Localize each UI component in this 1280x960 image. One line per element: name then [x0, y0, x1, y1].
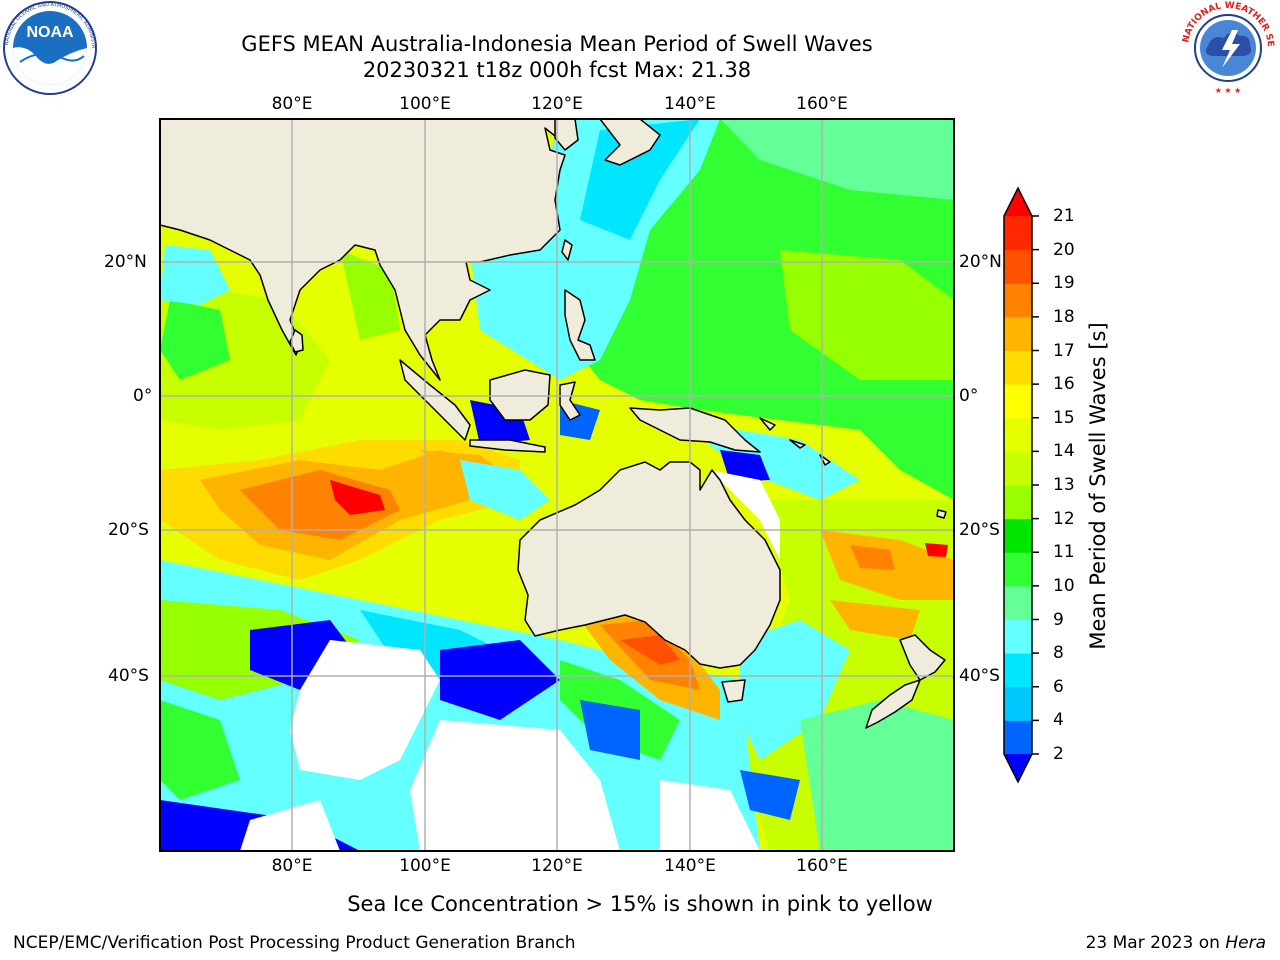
colorbar-tick-label: 18	[1053, 306, 1075, 327]
colorbar-tick-label: 19	[1053, 273, 1075, 294]
lon-tick-top-120e: 120°E	[531, 94, 583, 114]
lon-tick-bottom-100e: 100°E	[399, 856, 451, 876]
australia	[517, 461, 781, 669]
colorbar-segment	[1004, 585, 1032, 620]
lon-tick-bottom-160e: 160°E	[796, 856, 848, 876]
colorbar-extend-min	[1004, 754, 1032, 782]
footer-organization: NCEP/EMC/Verification Post Processing Pr…	[13, 933, 576, 953]
map-frame	[159, 118, 955, 852]
new-zealand-south	[865, 679, 921, 729]
colorbar-segment	[1004, 686, 1032, 721]
japan	[599, 118, 661, 166]
lat-tick-right-0: 0°	[959, 386, 979, 406]
colorbar-extend-max	[1004, 188, 1032, 216]
new-guinea	[629, 407, 761, 453]
colorbar-tick-label: 16	[1053, 374, 1075, 395]
colorbar-label: Mean Period of Swell Waves [s]	[1086, 322, 1110, 650]
footer-date-text: 23 Mar 2023 on	[1085, 933, 1226, 953]
colorbar-tick-label: 13	[1053, 475, 1075, 495]
lat-tick-right-40s: 40°S	[959, 666, 1000, 686]
colorbar-segment	[1004, 216, 1032, 251]
nws-stars: ★ ★ ★	[1215, 86, 1242, 95]
colorbar-tick-label: 20	[1053, 239, 1075, 260]
colorbar-tick-label: 11	[1053, 542, 1075, 563]
lat-tick-left-0: 0°	[133, 386, 153, 406]
sri-lanka	[289, 329, 304, 353]
lat-tick-right-20n: 20°N	[959, 252, 1002, 272]
colorbar-segment	[1004, 720, 1032, 755]
lon-tick-top-140e: 140°E	[664, 94, 716, 114]
lon-tick-top-100e: 100°E	[399, 94, 451, 114]
graticule	[160, 119, 954, 851]
colorbar-tick-label: 8	[1053, 643, 1064, 664]
colorbar-segment	[1004, 619, 1032, 654]
footer-host: Hera	[1225, 933, 1266, 953]
colorbar-segment	[1004, 518, 1032, 553]
colorbar-tick-label: 17	[1053, 340, 1075, 361]
sulawesi	[559, 381, 581, 421]
colorbar-tick-label: 4	[1053, 710, 1064, 731]
asia-landmass	[159, 118, 566, 381]
borneo	[489, 369, 551, 421]
colorbar-tick-label: 12	[1053, 508, 1075, 529]
noaa-logo-text: NOAA	[26, 24, 74, 41]
colorbar-tick-label: 15	[1053, 407, 1075, 428]
colorbar-tick-label: 21	[1053, 206, 1075, 226]
nws-logo: NATIONAL WEATHER SERVICE ★ ★ ★	[1178, 0, 1275, 95]
colorbar-segment	[1004, 552, 1032, 587]
lon-tick-top-80e: 80°E	[271, 94, 313, 114]
philippines	[564, 289, 596, 361]
sea-ice-note: Sea Ice Concentration > 15% is shown in …	[347, 892, 933, 916]
colorbar	[1003, 186, 1039, 784]
map-title: GEFS MEAN Australia-Indonesia Mean Perio…	[241, 32, 873, 56]
lat-tick-right-20s: 20°S	[959, 520, 1000, 540]
lat-tick-left-20s: 20°S	[108, 520, 149, 540]
colorbar-segment	[1004, 249, 1032, 284]
lon-tick-top-160e: 160°E	[796, 94, 848, 114]
colorbar-tick-label: 6	[1053, 676, 1064, 697]
java	[469, 439, 546, 453]
map-subtitle: 20230321 t18z 000h fcst Max: 21.38	[362, 58, 752, 82]
colorbar-tick-label: 10	[1053, 575, 1075, 596]
colorbar-segment	[1004, 384, 1032, 419]
sumatra	[399, 359, 471, 441]
lon-tick-bottom-120e: 120°E	[531, 856, 583, 876]
colorbar-segment	[1004, 653, 1032, 688]
colorbar-segment	[1004, 316, 1032, 351]
colorbar-tick-label: 2	[1053, 744, 1064, 764]
colorbar-segment	[1004, 485, 1032, 520]
new-zealand-north	[899, 634, 946, 681]
tasmania	[721, 679, 746, 703]
colorbar-tick-label: 9	[1053, 609, 1064, 630]
footer-date: 23 Mar 2023 on Hera	[1086, 933, 1266, 953]
colorbar-segment	[1004, 283, 1032, 318]
lon-tick-bottom-140e: 140°E	[664, 856, 716, 876]
colorbar-segment	[1004, 350, 1032, 385]
colorbar-segment	[1004, 451, 1032, 486]
lat-tick-left-40s: 40°S	[108, 666, 149, 686]
noaa-logo: NOAA NATIONAL OCEANIC AND ATMOSPHERIC AD…	[0, 0, 97, 95]
lon-tick-bottom-80e: 80°E	[271, 856, 313, 876]
colorbar-tick-label: 14	[1053, 441, 1075, 462]
colorbar-segment	[1004, 417, 1032, 452]
lat-tick-left-20n: 20°N	[104, 252, 147, 272]
